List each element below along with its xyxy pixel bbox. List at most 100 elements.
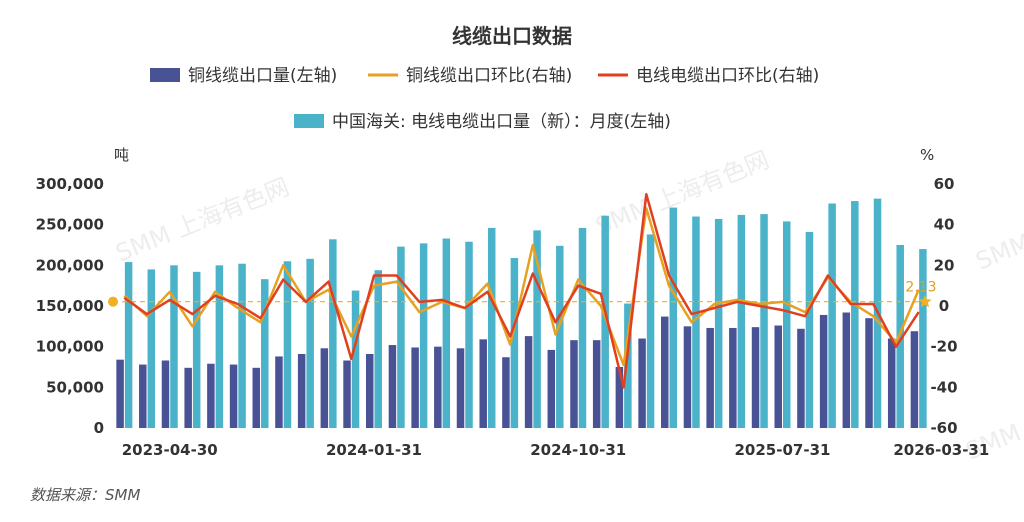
- reference-label: 2.13: [905, 280, 936, 296]
- bar-customs-export-volume: [624, 303, 632, 428]
- bar-customs-export-volume: [760, 214, 768, 428]
- bar-copper-export-volume: [661, 316, 669, 428]
- bar-copper-export-volume: [411, 347, 419, 428]
- bar-customs-export-volume: [147, 269, 156, 428]
- bar-customs-export-volume: [442, 238, 451, 428]
- right-tick-label: 60: [934, 175, 955, 193]
- right-tick-label: -60: [930, 419, 957, 437]
- bar-copper-export-volume: [252, 367, 261, 428]
- legend-label-customs-export-volume: 中国海关: 电线电缆出口量（新）：月度(左轴): [332, 112, 671, 132]
- x-axis: 2023-04-30 2024-01-31 2024-10-31 2025-07-31…: [122, 441, 990, 459]
- bar-customs-export-volume: [782, 221, 791, 428]
- left-tick-label: 50,000: [46, 378, 104, 396]
- bar-copper-export-volume: [592, 340, 601, 428]
- bar-copper-export-volume: [229, 364, 238, 428]
- left-axis: 0 50,000 100,000 150,000 200,000 250,000 300,0…: [36, 175, 104, 437]
- left-tick-label: 300,000: [36, 175, 104, 193]
- bar-copper-export-volume: [615, 367, 624, 428]
- bar-copper-export-volume: [456, 348, 465, 428]
- x-tick-label: 2026-03-31: [893, 441, 989, 459]
- bar-copper-export-volume: [434, 346, 442, 428]
- bar-customs-export-volume: [487, 227, 496, 428]
- bar-customs-export-volume: [306, 258, 314, 428]
- bar-copper-export-volume: [910, 331, 919, 428]
- bar-copper-export-volume: [524, 336, 533, 428]
- bar-copper-export-volume: [275, 356, 283, 428]
- left-tick-label: 200,000: [36, 256, 104, 274]
- legend-swatch-copper-export-volume: [150, 68, 180, 82]
- bar-copper-export-volume: [184, 367, 192, 428]
- bar-customs-export-volume: [896, 245, 904, 428]
- bar-customs-export-volume: [851, 201, 859, 428]
- bar-copper-export-volume: [479, 339, 487, 428]
- bar-customs-export-volume: [397, 246, 405, 428]
- bar-copper-export-volume: [502, 357, 510, 428]
- legend-label-copper-export-volume: 铜线缆出口量(左轴): [188, 66, 337, 86]
- right-tick-label: 0: [939, 297, 949, 315]
- bar-customs-export-volume: [465, 241, 473, 428]
- line-copper-mom: [123, 207, 920, 367]
- bar-customs-export-volume: [828, 203, 836, 428]
- bar-customs-export-volume: [419, 243, 428, 428]
- bar-copper-export-volume: [638, 338, 646, 428]
- bar-copper-export-volume: [751, 327, 760, 428]
- right-axis-unit: %: [920, 146, 934, 164]
- bar-copper-export-volume: [116, 359, 124, 428]
- bar-copper-export-volume: [774, 325, 782, 428]
- bar-customs-export-volume: [669, 207, 678, 428]
- bar-copper-export-volume: [365, 353, 374, 428]
- x-tick-label: 2024-10-31: [530, 441, 626, 459]
- bar-copper-export-volume: [388, 345, 397, 428]
- bar-customs-export-volume: [533, 230, 541, 428]
- x-tick-label: 2025-07-31: [735, 441, 831, 459]
- bar-customs-export-volume: [215, 265, 224, 428]
- bar-customs-export-volume: [737, 214, 746, 428]
- bar-copper-export-volume: [865, 318, 873, 428]
- bar-copper-export-volume: [819, 314, 828, 428]
- left-tick-label: 250,000: [36, 216, 104, 234]
- watermark-text: SMM 上海有色网: [972, 181, 1024, 276]
- right-tick-label: -40: [930, 378, 957, 396]
- bar-customs-export-volume: [556, 245, 564, 428]
- bar-copper-export-volume: [297, 353, 306, 428]
- bar-copper-export-volume: [570, 340, 578, 428]
- watermark-text: SMM 上海有色网: [112, 173, 293, 268]
- bar-copper-export-volume: [797, 328, 805, 428]
- bar-customs-export-volume: [692, 216, 700, 428]
- watermark-text: SMM 上海有色网: [592, 146, 773, 241]
- bar-customs-export-volume: [192, 271, 201, 428]
- bar-copper-export-volume: [683, 326, 692, 428]
- right-tick-label: -20: [930, 338, 957, 356]
- legend-label-copper-mom: 铜线缆出口环比(右轴): [406, 66, 572, 86]
- bar-customs-export-volume: [261, 279, 269, 428]
- reference-end-star-icon: [918, 294, 932, 308]
- bar-customs-export-volume: [238, 263, 246, 428]
- lines-layer: [123, 192, 920, 389]
- bar-customs-export-volume: [329, 239, 337, 428]
- bar-customs-export-volume: [351, 290, 360, 428]
- bar-customs-export-volume: [714, 218, 723, 428]
- bar-copper-export-volume: [343, 360, 351, 428]
- bar-customs-export-volume: [510, 258, 519, 428]
- bar-copper-export-volume: [842, 312, 851, 428]
- left-tick-label: 0: [94, 419, 104, 437]
- bar-customs-export-volume: [601, 215, 609, 428]
- bar-copper-export-volume: [729, 327, 737, 428]
- bar-customs-export-volume: [578, 227, 587, 428]
- bars-layer: [116, 198, 927, 428]
- right-tick-label: 20: [934, 256, 955, 274]
- bar-customs-export-volume: [646, 234, 655, 428]
- left-tick-label: 150,000: [36, 297, 104, 315]
- bar-customs-export-volume: [805, 231, 814, 428]
- right-tick-label: 40: [934, 216, 955, 234]
- left-tick-label: 100,000: [36, 338, 104, 356]
- reference-start-marker: [108, 296, 118, 307]
- x-tick-label: 2024-01-31: [326, 441, 422, 459]
- bar-copper-export-volume: [887, 338, 896, 428]
- source-note: 数据来源：SMM: [30, 486, 140, 504]
- legend-swatch-customs-export-volume: [294, 114, 324, 128]
- left-axis-unit: 吨: [114, 146, 129, 164]
- chart-title: 线缆出口数据: [452, 24, 572, 48]
- right-axis: -60 -40 -20 0 20 40 60: [930, 175, 957, 437]
